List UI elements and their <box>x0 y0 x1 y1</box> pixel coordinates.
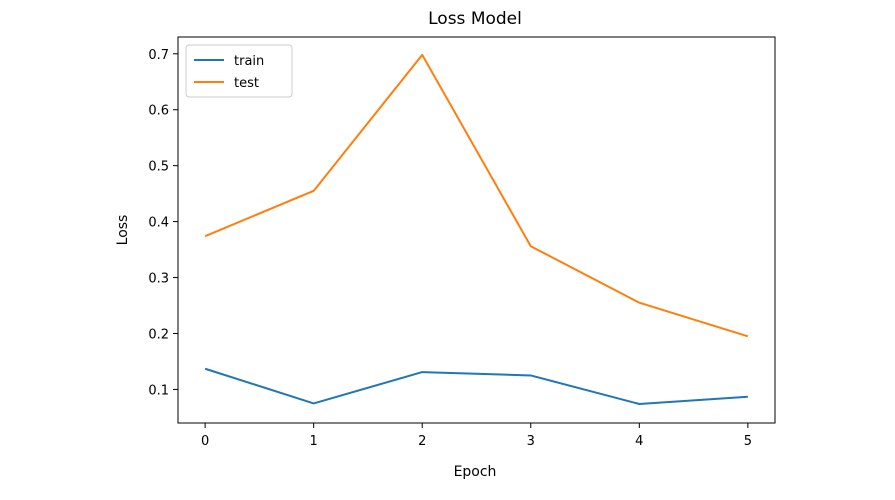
x-tick-label: 5 <box>744 434 752 449</box>
legend-entry-test: test <box>234 76 259 91</box>
y-tick-label: 0.1 <box>148 383 169 398</box>
x-axis-label: Epoch <box>454 464 497 480</box>
x-tick-label: 2 <box>418 434 426 449</box>
series-lines <box>204 53 749 405</box>
plot-area-frame <box>177 36 776 424</box>
series-line-train <box>204 367 748 405</box>
series-line-test <box>204 53 749 338</box>
y-tick-label: 0.4 <box>148 216 169 231</box>
chart-title: Loss Model <box>428 9 522 29</box>
x-tick-label: 3 <box>527 434 535 449</box>
x-axis: 0 1 2 3 4 5 <box>201 423 752 449</box>
x-tick-label: 0 <box>201 434 209 449</box>
y-tick-label: 0.6 <box>148 104 169 119</box>
y-axis: 0.1 0.2 0.3 0.4 0.5 0.6 0.7 <box>148 48 178 398</box>
y-tick-label: 0.5 <box>148 160 169 175</box>
legend-box <box>185 44 293 98</box>
x-tick-label: 1 <box>310 434 318 449</box>
x-tick-label: 4 <box>635 434 643 449</box>
legend-entry-train: train <box>234 54 264 69</box>
y-tick-label: 0.7 <box>148 48 169 63</box>
y-tick-label: 0.2 <box>148 327 169 342</box>
y-axis-label: Loss <box>115 215 131 246</box>
y-tick-label: 0.3 <box>148 272 169 287</box>
legend: train test <box>185 44 293 98</box>
